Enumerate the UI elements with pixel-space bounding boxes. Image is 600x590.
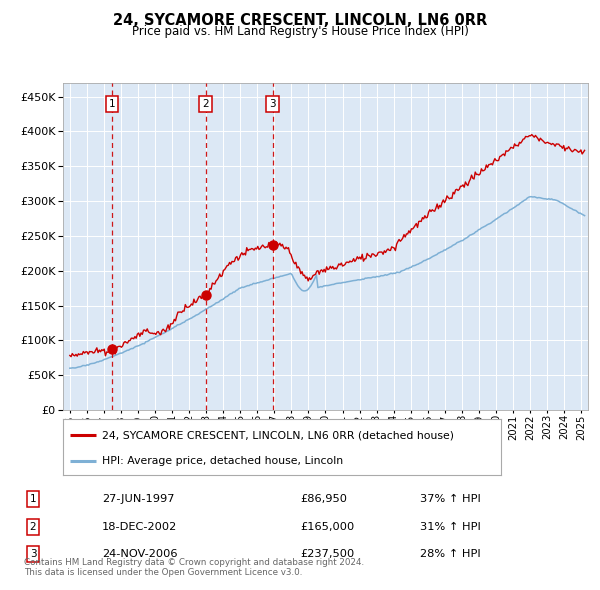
Text: Price paid vs. HM Land Registry's House Price Index (HPI): Price paid vs. HM Land Registry's House …	[131, 25, 469, 38]
Text: 27-JUN-1997: 27-JUN-1997	[102, 494, 175, 504]
Text: £165,000: £165,000	[300, 522, 354, 532]
Text: 1: 1	[29, 494, 37, 504]
Text: 31% ↑ HPI: 31% ↑ HPI	[420, 522, 481, 532]
Text: HPI: Average price, detached house, Lincoln: HPI: Average price, detached house, Linc…	[103, 456, 344, 466]
Text: 24, SYCAMORE CRESCENT, LINCOLN, LN6 0RR: 24, SYCAMORE CRESCENT, LINCOLN, LN6 0RR	[113, 13, 487, 28]
Text: 2: 2	[29, 522, 37, 532]
Text: 18-DEC-2002: 18-DEC-2002	[102, 522, 177, 532]
Text: 24-NOV-2006: 24-NOV-2006	[102, 549, 178, 559]
Text: 1: 1	[109, 99, 116, 109]
Text: 37% ↑ HPI: 37% ↑ HPI	[420, 494, 481, 504]
Text: 3: 3	[269, 99, 276, 109]
Text: 28% ↑ HPI: 28% ↑ HPI	[420, 549, 481, 559]
Text: £86,950: £86,950	[300, 494, 347, 504]
Text: Contains HM Land Registry data © Crown copyright and database right 2024.
This d: Contains HM Land Registry data © Crown c…	[24, 558, 364, 577]
Text: 3: 3	[29, 549, 37, 559]
Text: 2: 2	[202, 99, 209, 109]
Text: 24, SYCAMORE CRESCENT, LINCOLN, LN6 0RR (detached house): 24, SYCAMORE CRESCENT, LINCOLN, LN6 0RR …	[103, 430, 454, 440]
Text: £237,500: £237,500	[300, 549, 354, 559]
